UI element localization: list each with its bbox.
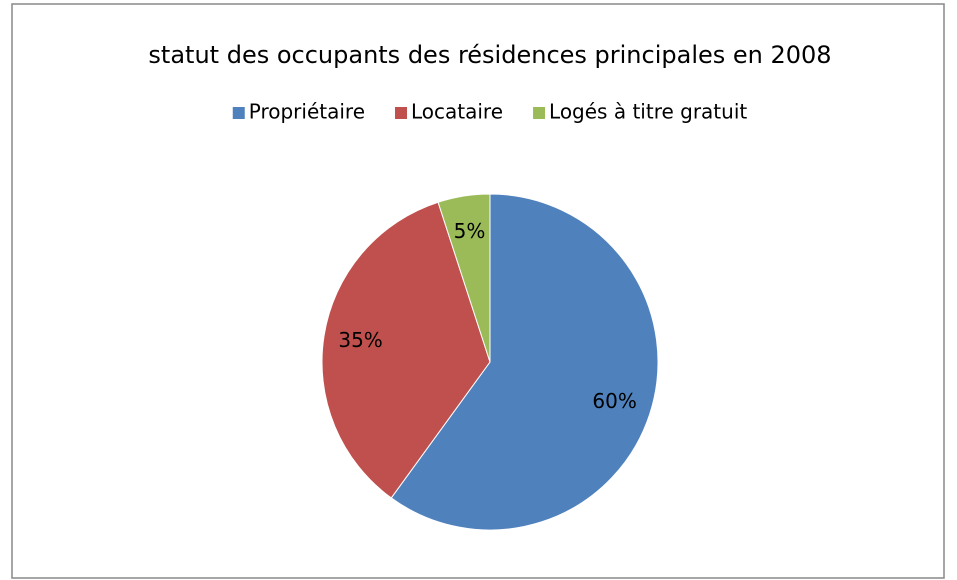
data-label: 5% (454, 219, 486, 243)
pie-slice (321, 201, 491, 499)
chart-title: statut des occupants des résidences prin… (148, 41, 831, 69)
legend-label: Locataire (411, 100, 503, 124)
legend-swatch (533, 107, 546, 119)
pie-slice (390, 193, 659, 531)
legend-swatch (395, 107, 408, 119)
pie-slice (437, 193, 491, 363)
legend-label: Logés à titre gratuit (549, 100, 747, 124)
legend-swatch (232, 107, 245, 119)
data-label: 35% (338, 328, 382, 352)
data-label: 60% (592, 389, 636, 413)
legend-label: Propriétaire (249, 100, 365, 124)
